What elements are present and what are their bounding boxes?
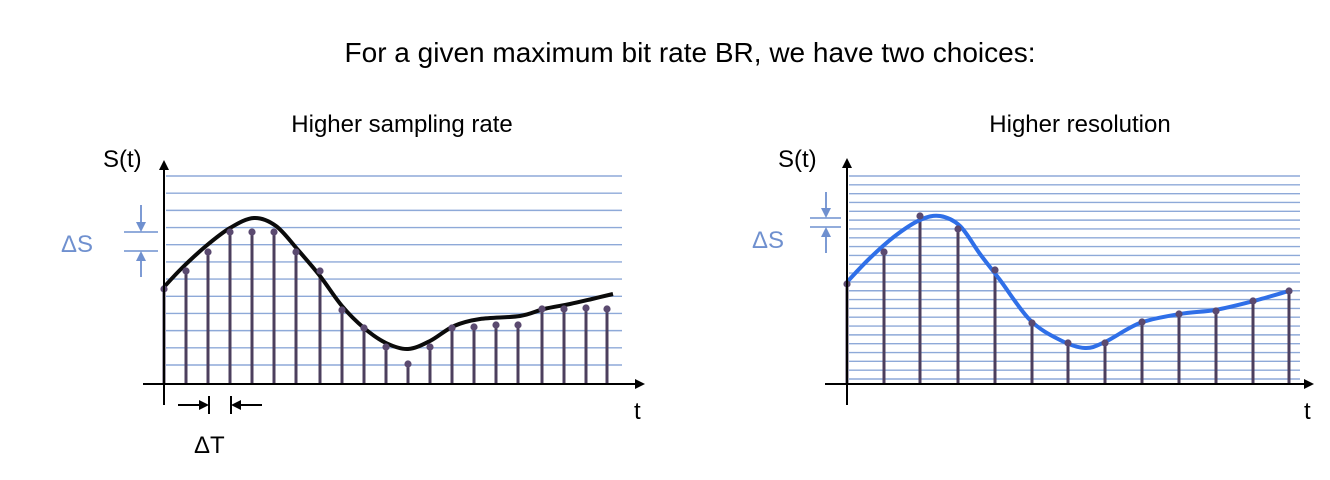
left-sample-dots xyxy=(160,228,611,368)
right-delta-s-label: ΔS xyxy=(752,227,784,254)
right-panel-title: Higher resolution xyxy=(989,111,1171,138)
delta-t-marker xyxy=(178,396,262,414)
sample-dot xyxy=(538,305,546,313)
sample-dot xyxy=(954,225,962,233)
sample-dot xyxy=(1175,310,1183,318)
right-panel: S(t) t ΔS xyxy=(752,146,1314,425)
sample-dot xyxy=(1101,339,1109,347)
right-sample-dots xyxy=(843,212,1293,347)
sample-dot xyxy=(292,248,300,256)
sample-dot xyxy=(1285,287,1293,295)
right-y-axis-label: S(t) xyxy=(778,146,817,173)
sample-dot xyxy=(1028,319,1036,327)
delta-t-label: ΔT xyxy=(194,432,225,459)
sample-dot xyxy=(492,321,500,329)
sample-dot xyxy=(991,266,999,274)
page-title: For a given maximum bit rate BR, we have… xyxy=(344,37,1036,68)
right-signal-curve xyxy=(845,213,1290,351)
sample-dot xyxy=(1212,307,1220,315)
left-y-axis-label: S(t) xyxy=(103,146,142,173)
left-delta-s-label: ΔS xyxy=(61,231,93,258)
sample-dot xyxy=(316,267,324,275)
left-panel: S(t) t ΔS ΔT xyxy=(61,146,645,459)
sample-dot xyxy=(1249,297,1257,305)
left-x-axis-label: t xyxy=(634,398,641,425)
left-delta-s-marker xyxy=(124,205,158,277)
sample-dot xyxy=(182,267,190,275)
sample-dot xyxy=(270,228,278,236)
sample-dot xyxy=(470,323,478,331)
sample-dot xyxy=(404,360,412,368)
left-grid xyxy=(166,175,622,366)
sample-dot xyxy=(382,343,390,351)
sample-dot xyxy=(603,305,611,313)
sample-dot xyxy=(514,321,522,329)
sample-dot xyxy=(880,248,888,256)
sample-dot xyxy=(1138,318,1146,326)
left-panel-title: Higher sampling rate xyxy=(291,111,513,138)
sample-dot xyxy=(448,324,456,332)
sample-dot xyxy=(360,324,368,332)
sample-dot xyxy=(338,306,346,314)
right-delta-s-marker xyxy=(810,192,841,253)
sample-dot xyxy=(226,228,234,236)
sample-dot xyxy=(560,305,568,313)
sample-dot xyxy=(582,304,590,312)
sample-dot xyxy=(248,228,256,236)
sample-dot xyxy=(204,248,212,256)
sample-dot xyxy=(1064,339,1072,347)
sample-dot xyxy=(916,212,924,220)
sample-dot xyxy=(426,343,434,351)
right-grid xyxy=(849,175,1300,380)
right-x-axis-label: t xyxy=(1304,398,1311,425)
